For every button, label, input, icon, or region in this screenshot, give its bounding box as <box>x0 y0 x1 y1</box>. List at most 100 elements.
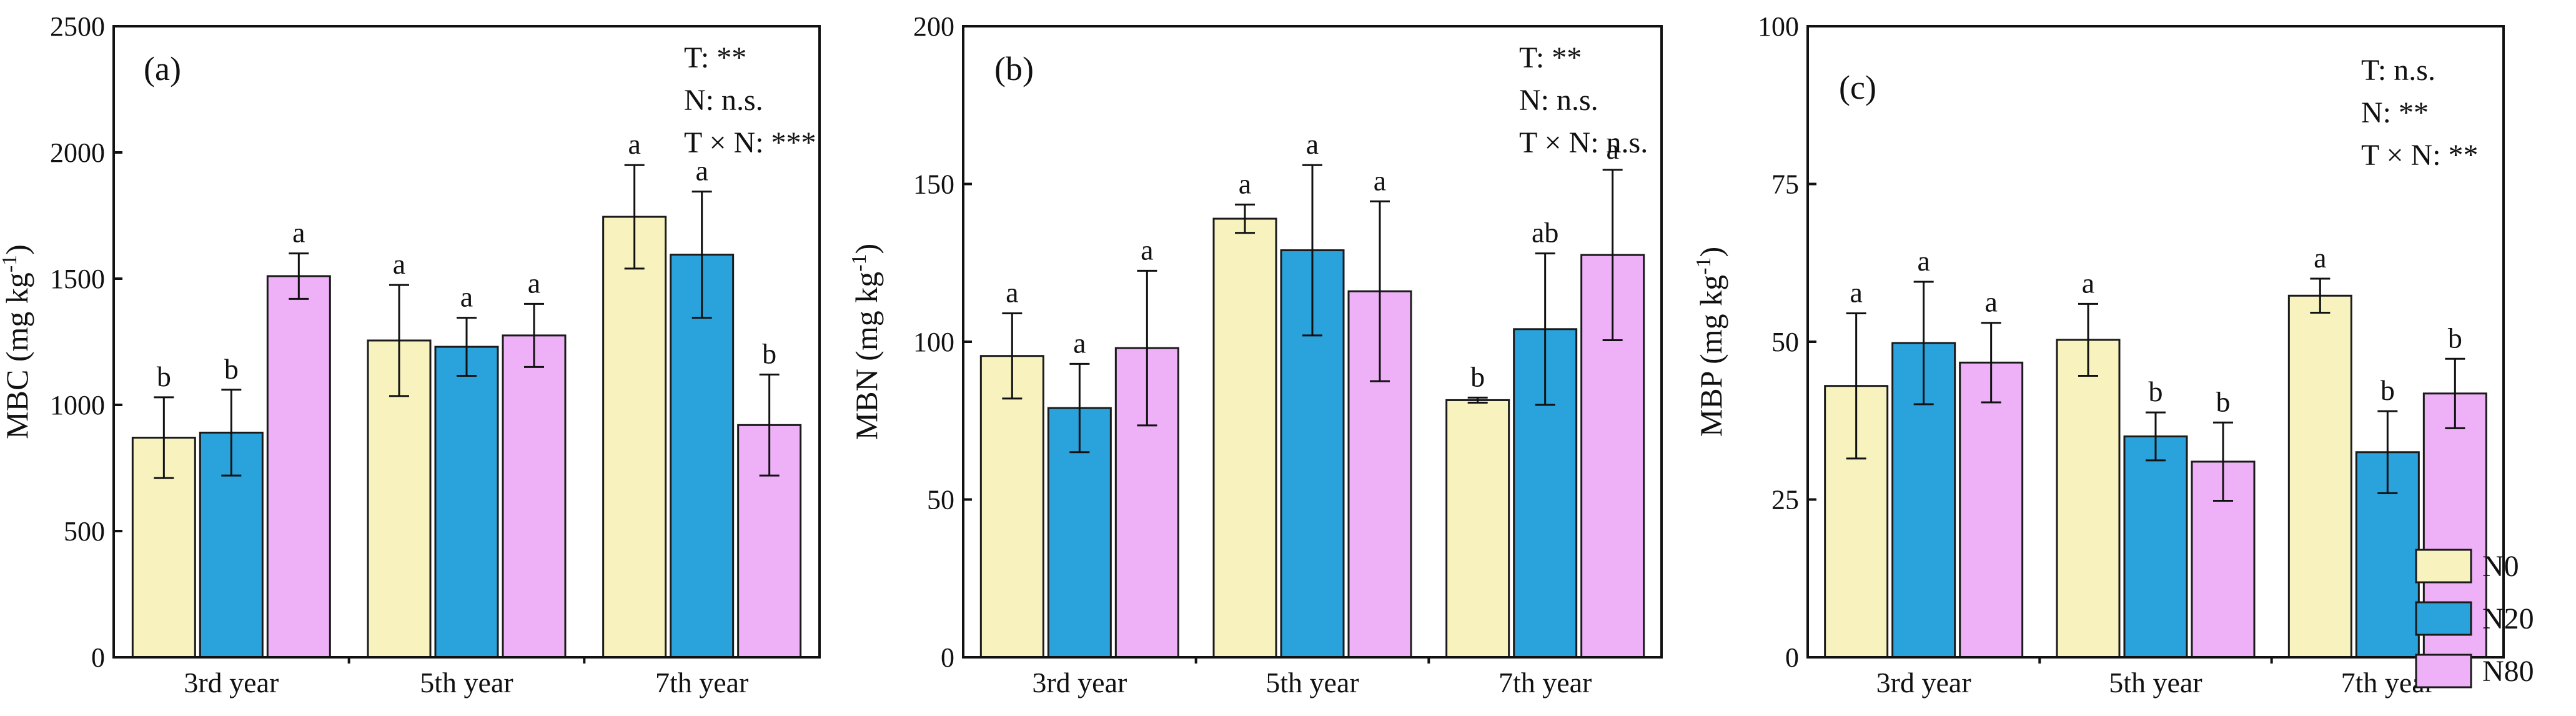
significance-letter: b <box>2216 385 2231 417</box>
significance-letter: a <box>1984 286 1997 318</box>
significance-letter: a <box>2082 267 2094 299</box>
bar-n0-3 <box>2287 294 2352 659</box>
y-tick-label: 100 <box>1758 11 1799 42</box>
significance-letter: b <box>2448 322 2462 354</box>
error-bar <box>1370 200 1390 382</box>
legend-swatch <box>2415 654 2472 689</box>
x-tick-label: 3rd year <box>1032 667 1127 699</box>
stat-annotation: T × N: ** <box>2361 139 2479 172</box>
error-bar <box>1069 362 1090 454</box>
x-tick-label: 3rd year <box>184 667 279 699</box>
error-bar <box>624 164 645 270</box>
legend: N0 N20 N80 <box>2415 549 2534 689</box>
stat-annotation: T: n.s. <box>2361 54 2435 87</box>
significance-letter: a <box>1850 277 1862 309</box>
error-bar <box>759 374 780 477</box>
significance-letter: b <box>224 353 239 385</box>
y-tick-label: 25 <box>1771 485 1799 515</box>
significance-letter: a <box>1073 327 1086 359</box>
significance-letter: ab <box>1532 217 1558 249</box>
significance-letter: b <box>762 338 776 370</box>
error-bar <box>1981 322 2001 404</box>
significance-letter: b <box>157 360 171 392</box>
error-bar <box>691 191 712 319</box>
panel-label: (c) <box>1839 69 1876 106</box>
significance-letter: a <box>1141 234 1153 266</box>
significance-letter: a <box>2314 242 2326 274</box>
error-bar <box>2146 411 2166 462</box>
y-tick-label: 150 <box>913 169 954 200</box>
legend-swatch <box>2415 601 2472 636</box>
panel-label: (b) <box>994 50 1034 87</box>
bar-n20-2 <box>2123 435 2188 659</box>
y-tick-label: 50 <box>927 485 954 515</box>
y-tick-label: 2000 <box>50 137 105 168</box>
y-axis-title: MBC (mg kg-1) <box>0 244 34 439</box>
x-tick-label: 5th year <box>420 667 513 699</box>
y-tick-label: 0 <box>941 642 954 673</box>
stat-annotation: T × N: n.s. <box>1519 126 1648 159</box>
legend-label: N20 <box>2482 602 2534 635</box>
error-bar <box>1137 269 1157 427</box>
significance-letter: b <box>1470 360 1485 392</box>
bar-n20-2 <box>434 346 499 659</box>
y-tick-label: 1500 <box>50 264 105 294</box>
y-tick-label: 2500 <box>50 11 105 42</box>
y-axis-title: MBN (mg kg-1) <box>848 244 884 440</box>
chart-panel-1: b a a b a a a a b 0 500 1000 1500 2000 2500 3rd year 5th… <box>0 11 821 699</box>
bar-n0-3 <box>602 216 667 659</box>
stat-annotation: N: ** <box>2361 96 2429 129</box>
significance-letter: a <box>1606 133 1618 165</box>
error-bar <box>1846 312 1866 460</box>
x-tick-label: 5th year <box>2109 667 2202 699</box>
significance-letter: a <box>393 248 405 280</box>
significance-letter: a <box>1306 128 1319 160</box>
stat-annotation: T × N: *** <box>684 126 816 159</box>
stat-annotation: T: ** <box>684 41 746 74</box>
y-tick-label: 200 <box>913 11 954 42</box>
y-tick-label: 75 <box>1771 169 1799 200</box>
significance-letter: b <box>2149 375 2163 407</box>
y-tick-label: 1000 <box>50 390 105 420</box>
bar-n80-1 <box>266 275 331 659</box>
stat-annotation: N: n.s. <box>684 84 763 117</box>
significance-letter: a <box>292 217 305 249</box>
y-tick-label: 500 <box>64 516 105 547</box>
error-bar <box>1302 164 1322 337</box>
x-tick-label: 7th year <box>655 667 748 699</box>
bar-n0-1 <box>979 355 1044 659</box>
bar-n80-2 <box>502 334 567 659</box>
error-bar <box>2078 302 2098 377</box>
significance-letter: b <box>2380 374 2395 406</box>
error-bar <box>1913 281 1934 405</box>
y-tick-label: 50 <box>1771 327 1799 357</box>
bar-n80-1 <box>1959 361 2024 659</box>
error-bar <box>1602 169 1623 341</box>
bar-n0-3 <box>1445 399 1510 659</box>
y-tick-label: 100 <box>913 327 954 357</box>
error-bar <box>457 317 477 377</box>
x-tick-label: 5th year <box>1266 667 1359 699</box>
legend-item-n80: N80 <box>2415 654 2534 689</box>
error-bar <box>154 396 174 479</box>
error-bar <box>1235 203 1255 234</box>
error-bar <box>1467 396 1488 404</box>
error-bar <box>2213 421 2233 502</box>
y-tick-label: 0 <box>1785 642 1799 673</box>
error-bar <box>2445 357 2465 429</box>
significance-letter: a <box>628 128 640 160</box>
panel-label: (a) <box>144 50 181 87</box>
bar-n20-3 <box>670 254 735 659</box>
x-tick-label: 3rd year <box>1876 667 1971 699</box>
significance-letter: a <box>528 267 540 299</box>
error-bar <box>389 284 409 397</box>
y-tick-label: 0 <box>91 642 105 673</box>
error-bar <box>221 389 242 477</box>
stat-annotation: N: n.s. <box>1519 84 1598 117</box>
legend-label: N80 <box>2482 655 2534 688</box>
bar-n0-2 <box>1212 217 1277 659</box>
bar-n0-2 <box>2056 339 2121 659</box>
